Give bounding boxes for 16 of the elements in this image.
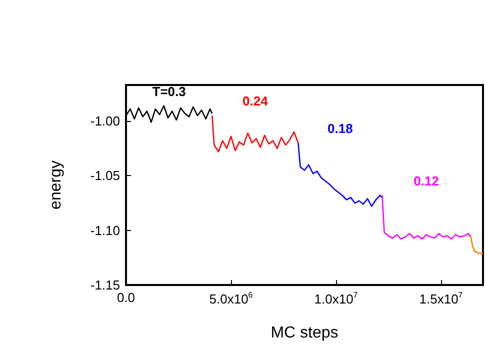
- y-axis-title: energy: [48, 160, 64, 210]
- text: 0.18: [328, 120, 353, 136]
- line-series: [211, 114, 299, 152]
- series-label: 0.24: [242, 94, 269, 109]
- series-label: T=0.3: [152, 84, 186, 99]
- line-series: [125, 105, 213, 123]
- y-tick-label: -1.15: [90, 278, 120, 292]
- line-series: [470, 234, 484, 254]
- y-tick-label: -1.10: [90, 222, 120, 238]
- y-tick-label: -1.05: [90, 168, 120, 184]
- line-series: [382, 194, 472, 240]
- y-tick-label: -1.00: [90, 114, 120, 129]
- text: 0.12: [414, 173, 439, 188]
- line-series: [298, 142, 383, 207]
- x-tick-label: 0.0: [116, 290, 136, 305]
- x-axis-title: MC steps: [270, 324, 338, 342]
